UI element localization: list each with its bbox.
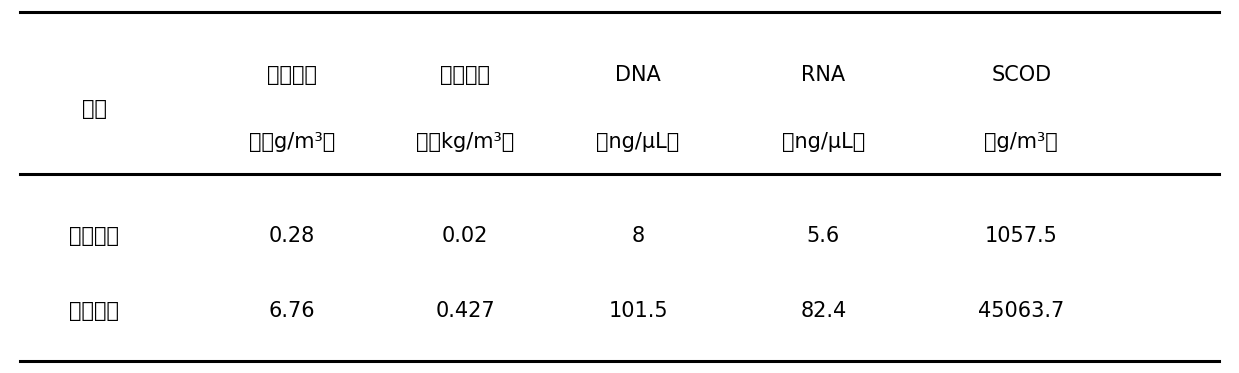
- Text: 1057.5: 1057.5: [985, 226, 1058, 247]
- Text: 0.28: 0.28: [269, 226, 315, 247]
- Text: 0.02: 0.02: [442, 226, 488, 247]
- Text: 82.4: 82.4: [800, 301, 846, 320]
- Text: 糖（g/m³）: 糖（g/m³）: [249, 132, 335, 152]
- Text: 6.76: 6.76: [269, 301, 315, 320]
- Text: DNA: DNA: [616, 65, 660, 85]
- Text: SCOD: SCOD: [991, 65, 1052, 85]
- Text: 未处理泥: 未处理泥: [69, 226, 119, 247]
- Text: 可溶性多: 可溶性多: [266, 65, 317, 85]
- Text: （g/m³）: （g/m³）: [985, 132, 1058, 152]
- Text: 0.427: 0.427: [435, 301, 494, 320]
- Text: （ng/μL）: （ng/μL）: [782, 132, 865, 152]
- Text: 样品: 样品: [82, 99, 107, 119]
- Text: RNA: RNA: [802, 65, 845, 85]
- Text: 5.6: 5.6: [807, 226, 840, 247]
- Text: （ng/μL）: （ng/μL）: [596, 132, 680, 152]
- Text: 可溶性蛋: 可溶性蛋: [440, 65, 489, 85]
- Text: 白（kg/m³）: 白（kg/m³）: [416, 132, 514, 152]
- Text: 预处理泥: 预处理泥: [69, 301, 119, 320]
- Text: 101.5: 101.5: [608, 301, 668, 320]
- Text: 45063.7: 45063.7: [978, 301, 1064, 320]
- Text: 8: 8: [632, 226, 644, 247]
